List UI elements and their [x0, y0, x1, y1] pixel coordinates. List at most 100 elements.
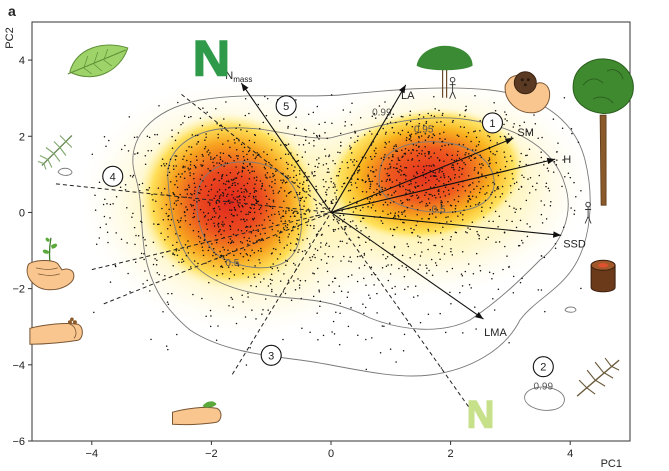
species-point — [253, 191, 256, 193]
species-point — [313, 272, 315, 275]
species-point — [328, 154, 331, 156]
species-point — [460, 273, 463, 275]
species-point — [221, 129, 223, 132]
species-point — [425, 272, 428, 274]
species-point — [280, 230, 282, 233]
species-point — [381, 222, 384, 225]
species-point — [415, 171, 418, 173]
species-point — [478, 234, 480, 237]
species-point — [213, 216, 216, 218]
species-point — [249, 211, 252, 214]
species-point — [412, 191, 414, 193]
species-point — [340, 260, 342, 262]
species-point — [165, 162, 168, 165]
species-point — [467, 201, 469, 203]
species-point — [447, 144, 450, 146]
species-point — [468, 197, 471, 200]
species-point — [464, 153, 466, 156]
species-point — [417, 241, 420, 243]
species-point — [242, 167, 244, 169]
species-point — [512, 275, 515, 278]
species-point — [138, 183, 141, 186]
species-point — [379, 194, 382, 196]
species-point — [145, 188, 148, 191]
species-point — [412, 165, 415, 168]
species-point — [272, 201, 275, 203]
species-point — [300, 216, 302, 218]
species-point — [244, 188, 246, 190]
species-point — [221, 221, 224, 223]
species-point — [407, 149, 410, 152]
species-point — [126, 207, 128, 209]
species-point — [233, 178, 235, 180]
species-point — [147, 189, 149, 191]
species-point — [109, 203, 112, 206]
species-point — [277, 210, 280, 213]
species-point — [319, 300, 322, 303]
species-point — [475, 328, 477, 330]
species-point — [223, 118, 225, 120]
species-point — [383, 156, 385, 158]
species-point — [404, 288, 406, 290]
species-point — [360, 220, 362, 223]
species-point — [171, 292, 173, 295]
species-point — [298, 193, 301, 195]
species-point — [356, 227, 358, 230]
species-point — [489, 139, 492, 142]
species-point — [218, 215, 221, 217]
species-point — [239, 241, 242, 243]
species-point — [424, 176, 427, 179]
species-point — [188, 168, 190, 171]
species-point — [408, 198, 411, 201]
species-point — [359, 209, 362, 212]
species-point — [308, 175, 310, 178]
species-point — [188, 145, 190, 148]
species-point — [335, 198, 338, 200]
species-point — [326, 270, 329, 273]
species-point — [272, 222, 274, 224]
species-point — [410, 133, 413, 135]
species-point — [287, 175, 289, 177]
species-point — [168, 208, 170, 211]
species-point — [457, 195, 460, 198]
species-point — [295, 174, 298, 177]
species-point — [272, 199, 275, 202]
species-point — [272, 247, 275, 250]
species-point — [259, 262, 261, 264]
species-point — [339, 132, 342, 135]
species-point — [254, 134, 257, 137]
species-point — [438, 109, 440, 112]
species-point — [496, 142, 498, 144]
species-point — [230, 178, 233, 181]
species-point — [286, 260, 289, 262]
species-point — [160, 232, 162, 235]
species-point — [161, 207, 163, 210]
species-point — [356, 171, 359, 174]
trait-vector-arrowhead — [546, 157, 556, 165]
species-point — [138, 189, 141, 192]
species-point — [156, 271, 159, 274]
species-point — [255, 176, 258, 178]
species-point — [210, 315, 212, 317]
species-point — [175, 204, 178, 206]
species-point — [193, 260, 196, 262]
species-point — [314, 174, 316, 177]
species-point — [332, 182, 335, 184]
species-point — [316, 158, 318, 161]
species-point — [428, 269, 430, 272]
species-point — [431, 195, 434, 197]
species-point — [511, 220, 513, 223]
species-point — [255, 195, 257, 198]
species-point — [152, 241, 155, 244]
species-point — [356, 280, 359, 283]
species-point — [246, 158, 249, 161]
trait-vector-line — [330, 84, 407, 213]
species-point — [95, 243, 98, 246]
species-point — [492, 272, 495, 275]
species-point — [217, 224, 219, 226]
species-point — [309, 189, 311, 192]
species-point — [277, 230, 279, 232]
species-point — [327, 168, 329, 170]
species-point — [234, 198, 236, 201]
species-point — [385, 180, 388, 182]
